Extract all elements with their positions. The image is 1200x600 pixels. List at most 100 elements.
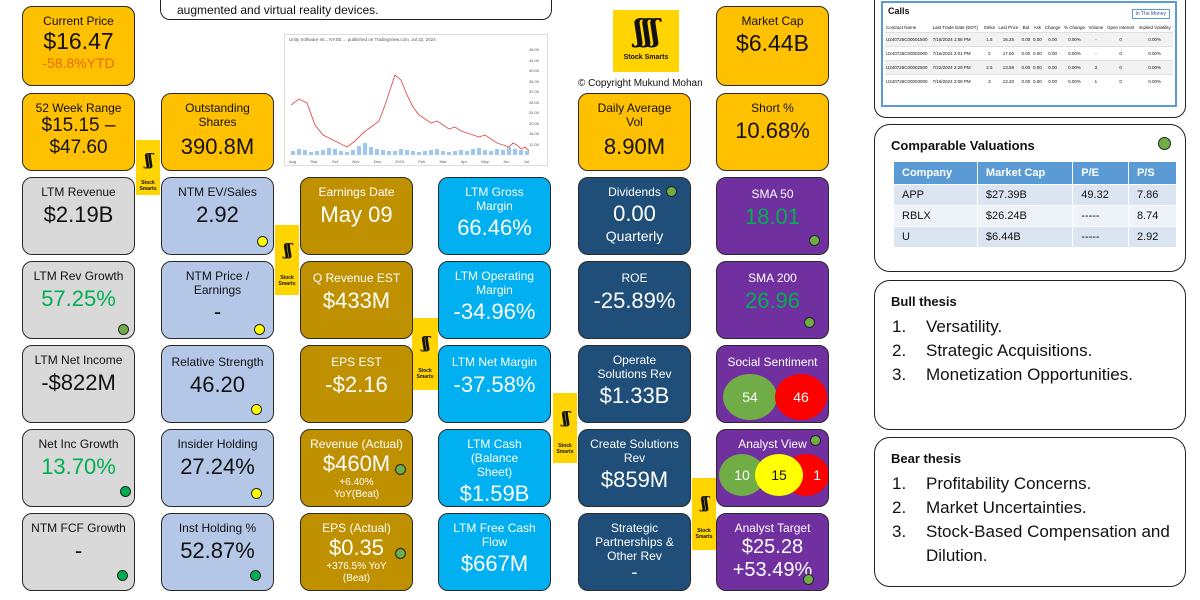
calls-cell: U240726C00002000	[885, 46, 932, 61]
x-tick-label: Jul	[523, 159, 529, 164]
net-inc-growth-label: Net Inc Growth	[38, 437, 119, 451]
outstanding-shares-label: Outstanding Shares	[185, 101, 250, 129]
calls-cell: 0.00	[1043, 74, 1063, 88]
eps-est-tile: EPS EST -$2.16	[300, 345, 413, 423]
volume-bar	[519, 150, 523, 155]
operate-solutions-rev-tile: Operate Solutions Rev $1.33B	[578, 345, 691, 423]
earnings-date-label: Earnings Date	[318, 185, 395, 199]
current-price-value: $16.47	[43, 28, 114, 54]
strategic-partnerships-value: -	[631, 562, 638, 582]
social-sentiment-tile: Social Sentiment 54 46	[716, 345, 829, 423]
relative-strength-tile: Relative Strength 46.20	[161, 345, 274, 423]
bear-thesis-item-text: Profitability Concerns.	[926, 474, 1092, 493]
revenue-actual-note: +6.40% YoY(Beat)	[333, 477, 380, 500]
status-dot-icon	[804, 317, 815, 328]
volume-bar	[495, 149, 499, 155]
calls-cell: 0.00	[1020, 60, 1032, 75]
calls-cell: 0	[1104, 46, 1137, 61]
status-dot-icon	[666, 186, 677, 197]
create-solutions-rev-value: $859M	[600, 467, 669, 492]
calls-cell: 0.00	[1031, 74, 1044, 88]
strategic-partnerships-label: Strategic Partnerships & Other Rev	[595, 521, 674, 563]
calls-col-change: Change	[1044, 25, 1061, 30]
volume-bar	[477, 148, 481, 155]
comparable-cell: 2.92	[1127, 226, 1178, 248]
dividends-value: 0.00	[613, 201, 656, 226]
volume-bar	[387, 151, 391, 155]
calls-col-last: Last Price	[998, 25, 1019, 30]
logo-text: Stock Smarts	[278, 275, 296, 287]
ltm-cash-value: $1.59B	[459, 481, 530, 506]
ltm-net-income-value: -$822M	[41, 370, 116, 395]
volume-bar	[423, 151, 427, 155]
logo-text: Stock Smarts	[695, 528, 713, 540]
calls-col-date: Last Trade Date (EDT)	[932, 25, 978, 30]
ltm-gross-margin-label: LTM Gross Margin	[465, 185, 524, 213]
comparable-body: APP $27.39B 49.32 7.86 RBLX $26.24B ----- 8.74 U…	[893, 184, 1178, 248]
analyst-target-value: $25.28	[741, 536, 804, 558]
comparable-cell: RBLX	[893, 205, 978, 227]
calls-cell: 17.50	[996, 46, 1021, 61]
eps-actual-tile: EPS (Actual) $0.35 +376.5% YoY (Beat)	[300, 513, 413, 591]
volume-bar	[501, 150, 505, 155]
comparable-cell: 49.32	[1072, 184, 1129, 206]
net-inc-growth-tile: Net Inc Growth 13.70%	[22, 429, 135, 507]
ntm-ev-sales-label: NTM EV/Sales	[178, 185, 257, 199]
bear-thesis-item-text: Market Uncertainties.	[926, 498, 1087, 517]
ltm-revenue-tile: LTM Revenue $2.19B	[22, 177, 135, 255]
y-tick-label: 28.00	[529, 99, 540, 105]
inst-holding-label: Inst Holding %	[178, 521, 257, 535]
stock-smarts-logo: ʃʃʃ Stock Smarts	[613, 10, 679, 72]
roe-value: -25.89%	[593, 288, 676, 313]
calls-cell: 0.00	[1043, 60, 1063, 75]
comparable-cell: $27.39B	[976, 184, 1074, 206]
social-sentiment-label: Social Sentiment	[727, 355, 818, 369]
ntm-pe-label: NTM Price / Earnings	[185, 269, 250, 297]
q-revenue-est-tile: Q Revenue EST $433M	[300, 261, 413, 339]
comparable-col-market-cap: Market Cap	[976, 161, 1074, 185]
calls-cell: 0.00%	[1136, 74, 1173, 88]
calls-panel: Calls In The Money Contract Name Last Tr…	[874, 0, 1186, 118]
revenue-actual-label: Revenue (Actual)	[310, 437, 403, 451]
sma200-value: 26.96	[744, 288, 801, 313]
eps-actual-note: +376.5% YoY (Beat)	[326, 561, 387, 584]
calls-cell: 7/19/2024 2:08 PM	[931, 74, 983, 88]
ntm-ev-sales-tile: NTM EV/Sales 2.92	[161, 177, 274, 255]
analyst-view-label: Analyst View	[738, 437, 807, 451]
volume-bar	[453, 151, 457, 155]
volume-bar	[339, 151, 343, 155]
status-dot-icon	[120, 486, 131, 497]
daily-average-vol-label: Daily Average Vol	[597, 101, 672, 129]
q-revenue-est-label: Q Revenue EST	[312, 271, 401, 285]
volume-bar	[297, 149, 301, 155]
calls-cell: 13.58	[996, 60, 1021, 75]
relative-strength-label: Relative Strength	[171, 355, 264, 369]
calls-cell: 1.5	[982, 32, 997, 47]
daily-average-vol-value: 8.90M	[603, 134, 666, 159]
volume-bar	[489, 151, 493, 155]
volume-bar	[471, 149, 475, 155]
ltm-gross-margin-tile: LTM Gross Margin 66.46%	[438, 177, 551, 255]
week52-low: $15.15 –	[41, 115, 116, 136]
calls-cell: 16.25	[996, 32, 1021, 47]
ltm-cash-tile: LTM Cash (Balance Sheet) $1.59B	[438, 429, 551, 507]
comparable-valuations-panel: Comparable Valuations Company Market Cap…	[874, 124, 1186, 272]
week52-label: 52 Week Range	[35, 101, 122, 115]
calls-cell: 3	[982, 74, 997, 88]
market-cap-label: Market Cap	[741, 14, 804, 28]
copyright-text: © Copyright Mukund Mohan	[578, 78, 703, 89]
calls-col-iv: Implied Volatility	[1138, 25, 1171, 30]
bear-thesis-item: 2. Market Uncertainties.	[892, 496, 1177, 520]
ltm-operating-margin-value: -34.96%	[453, 299, 536, 324]
stock-smarts-logo: ʃʃ Stock Smarts	[136, 140, 160, 195]
calls-col-ask: Ask	[1033, 25, 1042, 30]
create-solutions-rev-tile: Create Solutions Rev $859M	[578, 429, 691, 507]
logo-mark-icon: ʃʃʃ	[634, 14, 660, 49]
analyst-buy-count: 10	[734, 467, 750, 483]
comparable-col-pe: P/E	[1072, 161, 1129, 185]
status-dot-icon	[395, 548, 406, 559]
stock-smarts-logo: ʃʃ Stock Smarts	[412, 318, 438, 390]
volume-bar	[459, 150, 463, 155]
logo-text: Stock Smarts	[556, 443, 574, 455]
comparable-row: RBLX $26.24B ----- 8.74	[893, 205, 1178, 227]
